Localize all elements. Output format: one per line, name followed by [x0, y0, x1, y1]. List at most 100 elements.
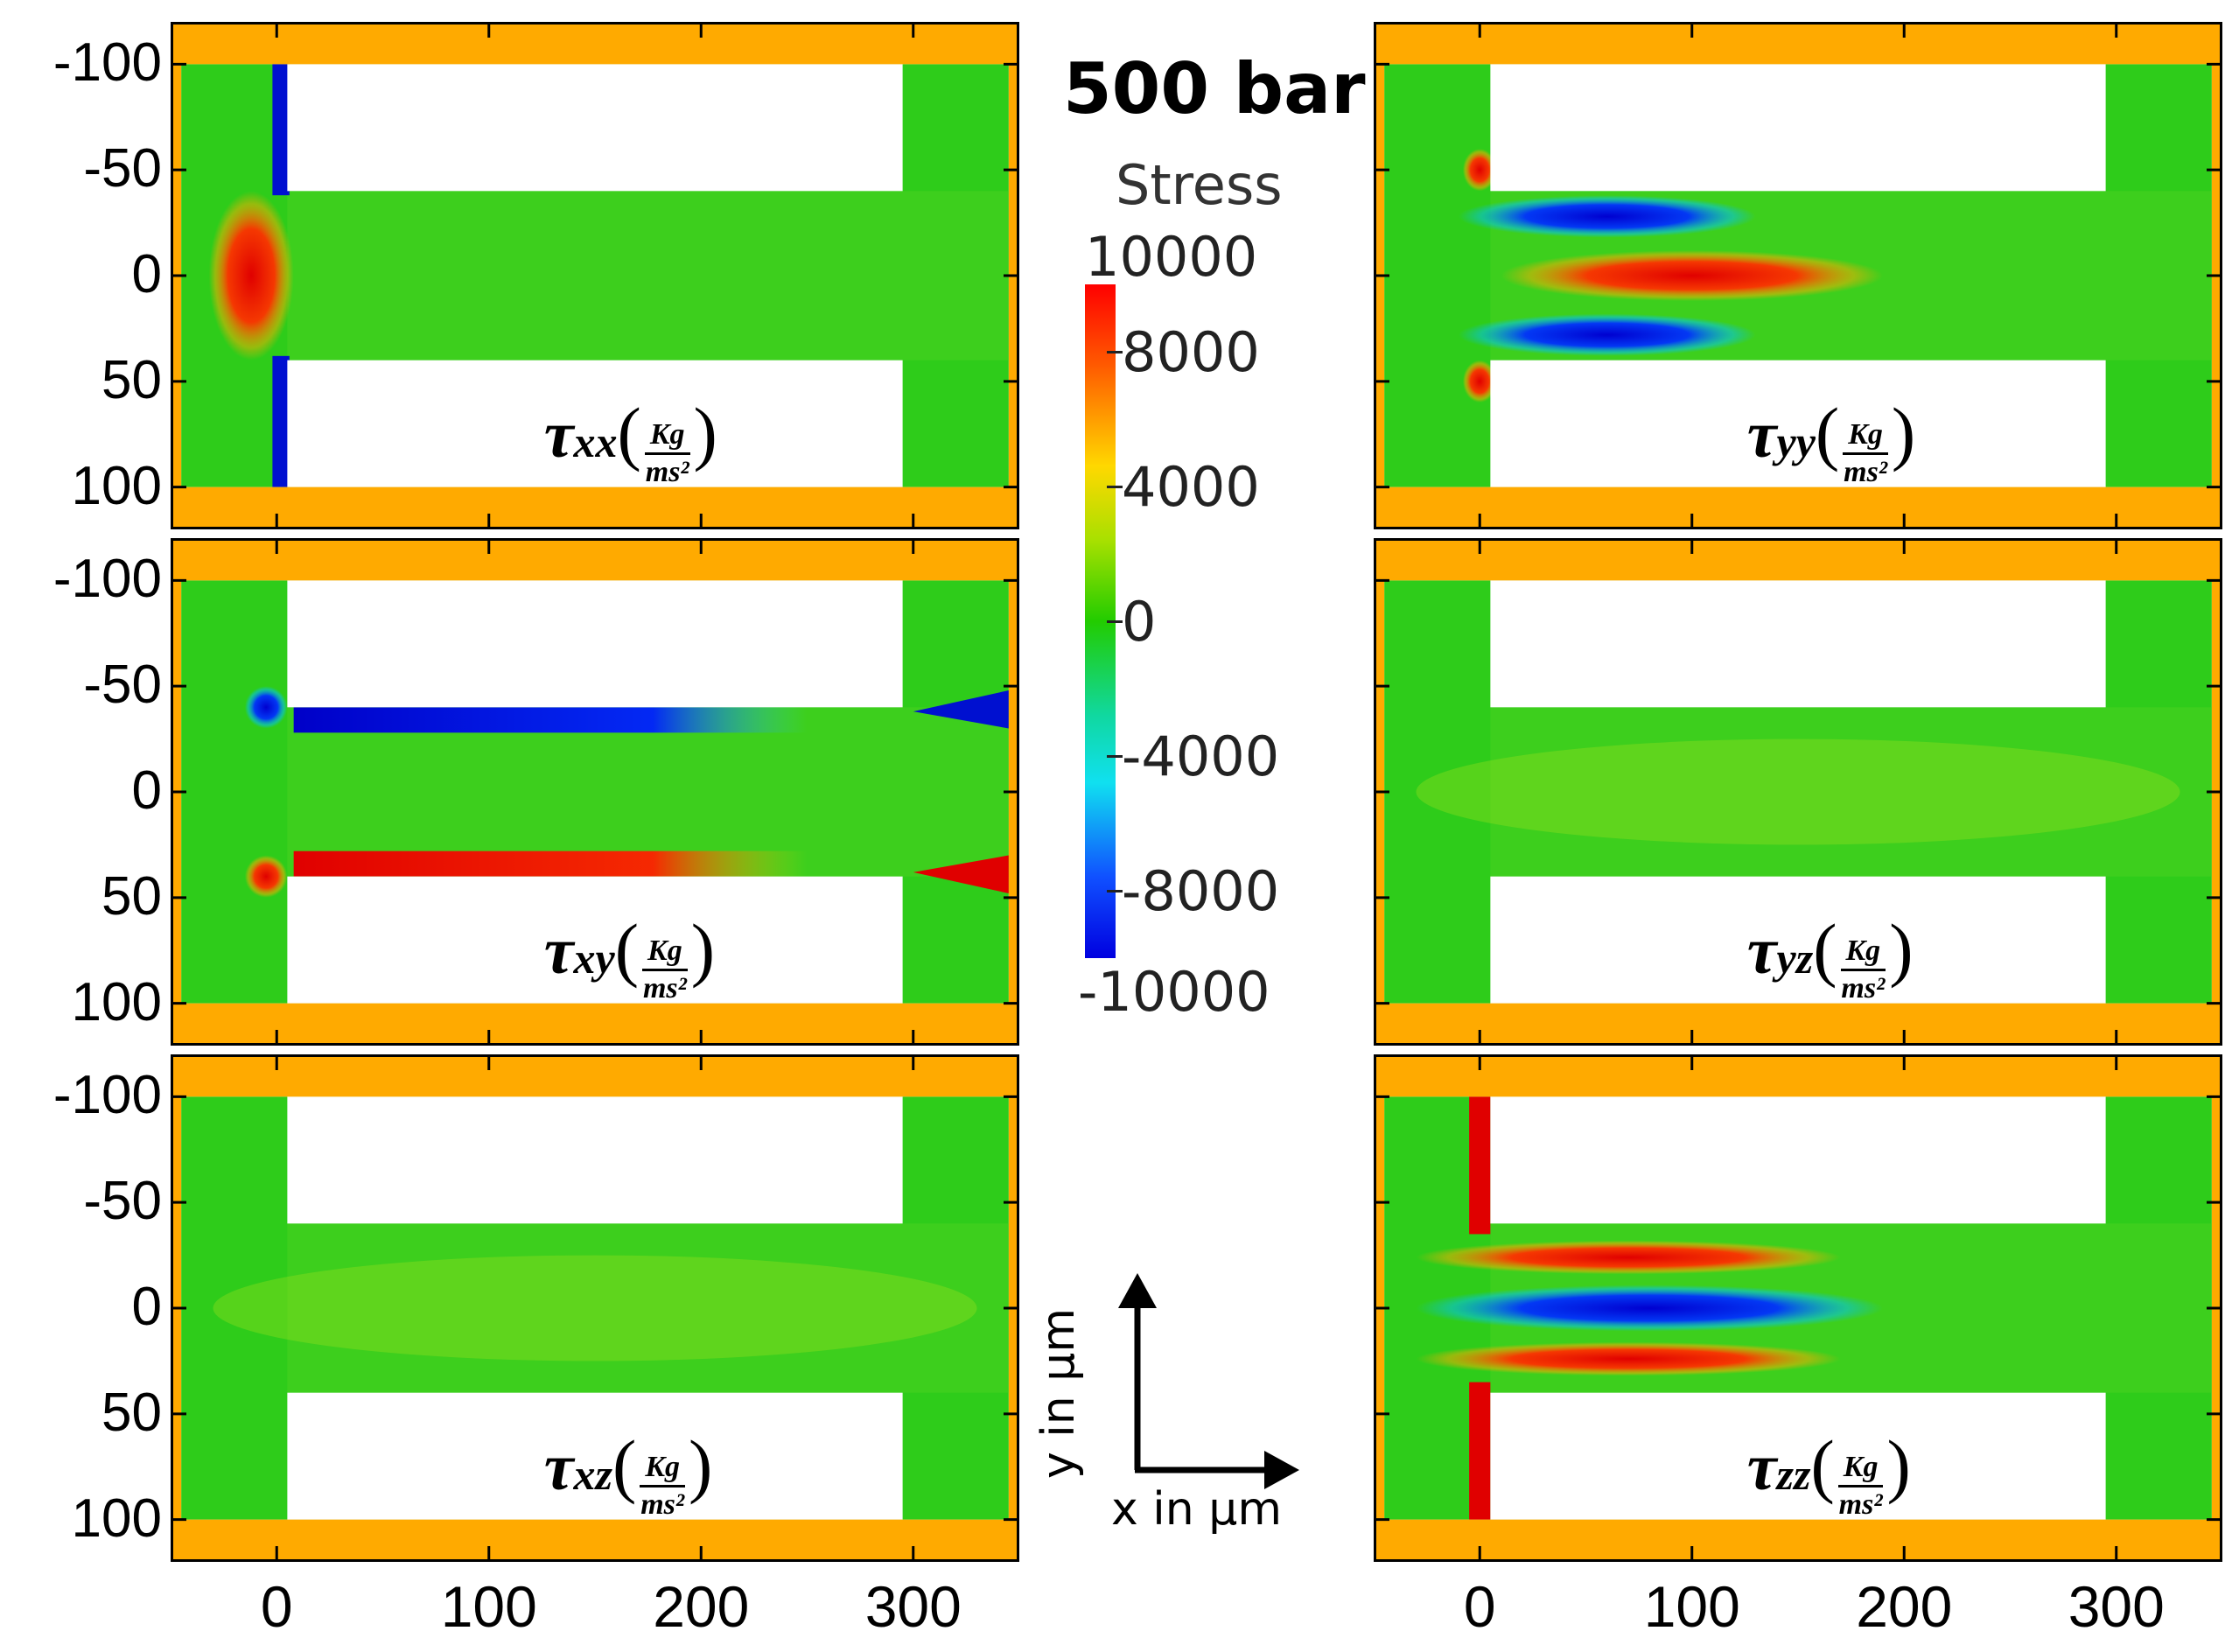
- component-label: τyz(Kg ms²): [1746, 908, 1914, 1004]
- tau-symbol: τ: [1746, 914, 1777, 988]
- tau-symbol: τ: [543, 1430, 574, 1504]
- corner-red-spot: [1462, 360, 1497, 403]
- x-tick-label: 0: [260, 1574, 293, 1639]
- colorbar-tick-mark: [1107, 620, 1123, 623]
- colorbar-tick-mark: [1107, 351, 1123, 354]
- x-tick-label: 0: [1463, 1574, 1496, 1639]
- outlet-blue-wedge: [913, 690, 1009, 729]
- wall-red-strip: [1469, 1096, 1491, 1235]
- lower-solid-wall: [287, 1392, 903, 1520]
- colorbar-tick-label: 0: [1122, 590, 1157, 654]
- component-subscript: yy: [1776, 416, 1816, 466]
- colorbar-tick-mark: [1107, 755, 1123, 758]
- x-tick-label: 200: [1856, 1574, 1953, 1639]
- core-blue-jet: [1416, 1284, 1883, 1332]
- axes-orientation-icon: [1118, 1273, 1299, 1489]
- unit-denominator: ms²: [645, 455, 689, 488]
- y-tick-label: 50: [101, 1382, 162, 1443]
- channel-field: [287, 1223, 1009, 1393]
- frame-top-band: [1374, 1054, 2222, 1097]
- component-label: τxx(Kg ms²): [543, 392, 717, 488]
- component-subscript: xz: [573, 1449, 612, 1499]
- unit-numerator: Kg: [642, 935, 688, 971]
- heatmap-plot: [1374, 22, 2222, 529]
- x-arrowhead: [1264, 1451, 1299, 1489]
- frame-top-band: [171, 538, 1019, 581]
- unit-denominator: ms²: [1841, 971, 1886, 1004]
- core-red-jet: [1501, 250, 1883, 301]
- upper-solid-wall: [287, 64, 903, 192]
- component-label: τxy(Kg ms²): [543, 908, 716, 1004]
- lower-red-band: [1416, 1341, 1841, 1376]
- channel-field: [1490, 707, 2212, 877]
- wall-red-strip: [1469, 1382, 1491, 1520]
- x-tick-label: 200: [653, 1574, 750, 1639]
- frame-top-band: [171, 1054, 1019, 1097]
- y-tick-label: -50: [83, 654, 162, 716]
- inlet-blue-band: [272, 64, 290, 196]
- y-arrowhead: [1118, 1273, 1157, 1308]
- tau-symbol: τ: [543, 397, 574, 472]
- inlet-blue-band: [272, 355, 290, 487]
- y-tick-label: 50: [101, 349, 162, 410]
- unit-numerator: Kg: [1843, 419, 1888, 455]
- unit-denominator: ms²: [640, 1488, 685, 1521]
- component-subscript: xy: [573, 933, 615, 983]
- upper-solid-wall: [1490, 1096, 2106, 1224]
- colorbar-tick-label: 8000: [1122, 320, 1260, 384]
- component-label: τxz(Kg ms²): [543, 1424, 713, 1521]
- outlet-red-wedge: [913, 855, 1009, 893]
- inlet-red-zone: [208, 191, 294, 360]
- component-subscript: yz: [1776, 933, 1814, 983]
- x-tick-label: 300: [2068, 1574, 2165, 1639]
- heatmap-plot: [1374, 1054, 2222, 1562]
- tau-symbol: τ: [543, 914, 574, 988]
- y-tick-label: -50: [83, 138, 162, 200]
- x-tick-label: 300: [864, 1574, 962, 1639]
- channel-field: [287, 707, 1009, 877]
- colorbar-tick-mark: [1107, 890, 1123, 892]
- upper-solid-wall: [1490, 580, 2106, 708]
- corner-blue-spot: [244, 686, 288, 729]
- y-tick-label: -100: [52, 32, 162, 94]
- upper-solid-wall: [287, 580, 903, 708]
- upper-blue-band: [1459, 195, 1756, 238]
- lower-solid-wall: [287, 876, 903, 1004]
- colorbar-title: Stress: [1116, 153, 1283, 217]
- y-axis-label: y in µm: [1032, 1308, 1085, 1479]
- component-label: τyy(Kg ms²): [1746, 392, 1916, 488]
- unit-denominator: ms²: [642, 971, 687, 1004]
- panel-tau-zz: 0 100 200 300 τzz(Kg ms²): [1374, 1054, 2222, 1635]
- heatmap-plot: [171, 1054, 1019, 1562]
- y-tick-label: 50: [101, 865, 162, 927]
- frame-bottom-band: [1374, 486, 2222, 529]
- frame-top-band: [171, 22, 1019, 65]
- faint-core-zone: [213, 1255, 977, 1362]
- component-subscript: xx: [573, 416, 618, 466]
- y-tick-label: 100: [71, 455, 162, 516]
- lower-blue-band: [1459, 313, 1756, 356]
- x-tick-label: 100: [1643, 1574, 1740, 1639]
- y-tick-label: 100: [71, 1488, 162, 1549]
- tau-symbol: τ: [1746, 1430, 1777, 1504]
- x-axis-label: x in µm: [1111, 1483, 1282, 1536]
- unit-numerator: Kg: [640, 1452, 685, 1488]
- y-tick-label: -50: [83, 1171, 162, 1232]
- component-label: τzz(Kg ms²): [1746, 1424, 1911, 1521]
- lower-red-shear-layer: [293, 850, 808, 877]
- channel-field: [287, 191, 1009, 360]
- unit-numerator: Kg: [1837, 1452, 1884, 1488]
- x-tick-label: 100: [440, 1574, 537, 1639]
- heatmap-plot: [1374, 538, 2222, 1046]
- component-subscript: zz: [1776, 1449, 1811, 1499]
- colorbar-tick-label: -8000: [1122, 859, 1280, 923]
- frame-top-band: [1374, 22, 2222, 65]
- upper-red-band: [1416, 1240, 1841, 1275]
- panel-tau-xx: -100 -50 0 50 100 τxx(Kg ms²): [53, 22, 1019, 529]
- frame-bottom-band: [171, 1003, 1019, 1046]
- y-tick-label: 0: [131, 760, 162, 821]
- faint-core-zone: [1416, 738, 2180, 845]
- colorbar-tick-label: -10000: [1078, 960, 1270, 1024]
- y-tick-label: -100: [52, 1065, 162, 1126]
- frame-bottom-band: [171, 1519, 1019, 1562]
